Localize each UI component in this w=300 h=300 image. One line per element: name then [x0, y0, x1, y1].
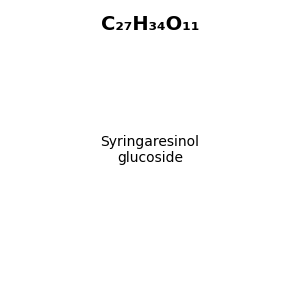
Text: Syringaresinol
glucoside: Syringaresinol glucoside: [100, 135, 200, 165]
Text: C₂₇H₃₄O₁₁: C₂₇H₃₄O₁₁: [101, 15, 199, 34]
